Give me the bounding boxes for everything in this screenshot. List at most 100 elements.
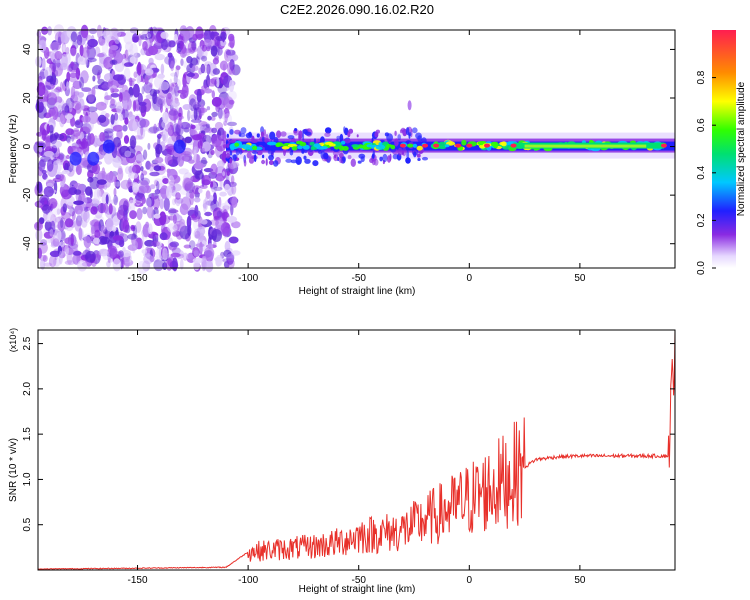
heatmap-cell (85, 250, 96, 263)
heatmap-cell (154, 156, 164, 164)
heatmap-cell (170, 100, 180, 108)
heatmap-cell (313, 143, 321, 148)
heatmap-cell (242, 144, 251, 150)
heatmap-cell (159, 232, 168, 241)
heatmap-cell (42, 255, 48, 262)
heatmap-cell (97, 78, 105, 85)
heatmap-cell (49, 250, 61, 257)
spectrogram-x-ticks: -150 -100 -50 0 50 (128, 30, 586, 284)
heatmap-cell (89, 133, 95, 145)
heatmap-cell (310, 146, 316, 151)
heatmap-cell (226, 216, 238, 223)
heatmap-cell (56, 158, 61, 165)
heatmap-cell (113, 187, 117, 197)
spectrogram-y-tick-label: 20 (22, 92, 33, 104)
heatmap-cell (132, 83, 140, 98)
heatmap-cell (98, 248, 109, 257)
heatmap-cell (47, 26, 52, 36)
heatmap-cell (139, 177, 150, 186)
spectrogram-y-tick-label: -20 (22, 187, 33, 202)
heatmap-cell (80, 209, 90, 221)
heatmap-cell (103, 56, 114, 70)
heatmap-cell (405, 127, 410, 136)
snr-x-tick-label: -50 (351, 575, 366, 586)
heatmap-cell (43, 262, 53, 267)
heatmap-cell (68, 102, 73, 113)
heatmap-cell (163, 197, 170, 212)
heatmap-cell (69, 151, 82, 166)
heatmap-cell (161, 119, 171, 130)
heatmap-cell (183, 244, 192, 249)
heatmap-cell (371, 158, 376, 166)
heatmap-cell (128, 199, 136, 213)
heatmap-cell (64, 105, 70, 113)
heatmap-cell (261, 136, 265, 142)
heatmap-cell (175, 65, 179, 78)
heatmap-cell (102, 250, 110, 260)
snr-plot-area (38, 330, 675, 570)
snr-x-tick-label: -150 (128, 575, 148, 586)
heatmap-cell (298, 133, 302, 142)
heatmap-cell (108, 67, 113, 72)
heatmap-cell (144, 76, 149, 85)
heatmap-cell (70, 233, 74, 246)
heatmap-cell (59, 113, 65, 128)
heatmap-cell (416, 145, 423, 151)
heatmap-cell (205, 260, 214, 273)
heatmap-cell (62, 203, 68, 213)
figure-title: C2E2.2026.090.16.02.R20 (280, 2, 434, 17)
heatmap-cell (141, 249, 148, 254)
heatmap-cell (260, 131, 265, 137)
snr-y-tick-label: 2.5 (22, 336, 33, 350)
heatmap-cell (43, 91, 52, 98)
heatmap-cell (97, 203, 107, 214)
heatmap-cell (112, 235, 124, 241)
heatmap-cell (179, 219, 186, 225)
heatmap-cell (338, 145, 344, 151)
heatmap-cell (144, 73, 153, 85)
heatmap-cell (44, 200, 48, 205)
heatmap-cell (87, 151, 100, 166)
heatmap-cell (405, 157, 411, 164)
heatmap-cell (112, 258, 122, 272)
heatmap-cell (125, 145, 136, 159)
heatmap-cell (185, 191, 190, 198)
heatmap-cell (116, 209, 125, 221)
heatmap-cell (199, 184, 208, 189)
heatmap-cell (207, 78, 218, 87)
heatmap-cell (137, 260, 148, 275)
heatmap-cell (222, 258, 233, 263)
heatmap-cell (407, 143, 414, 148)
heatmap-cell (129, 56, 137, 64)
heatmap-cell (402, 147, 407, 157)
heatmap-cell (143, 149, 148, 160)
snr-x-tick-label: -100 (238, 575, 258, 586)
heatmap-cell (422, 156, 428, 161)
heatmap-cell (162, 134, 166, 142)
heatmap-cell (295, 156, 302, 165)
heatmap-cell (371, 153, 375, 159)
heatmap-cell (262, 147, 265, 151)
heatmap-cell (187, 109, 191, 122)
heatmap-cell (206, 106, 211, 111)
heatmap-cell (193, 250, 199, 257)
heatmap-cell (267, 149, 274, 155)
heatmap-cell (132, 119, 140, 133)
heatmap-peak (433, 143, 440, 148)
heatmap-cell (36, 82, 46, 97)
heatmap-cell (210, 31, 215, 40)
heatmap-cell (285, 158, 293, 163)
heatmap-cell (109, 199, 118, 204)
heatmap-cell (187, 41, 196, 54)
spectrogram-x-tick-label: -100 (238, 273, 258, 284)
heatmap-cell (53, 77, 59, 86)
heatmap-cell (134, 115, 140, 123)
heatmap-cell (70, 100, 82, 111)
heatmap-cell (421, 137, 427, 145)
heatmap-cell (229, 59, 235, 71)
heatmap-cell (211, 229, 223, 242)
heatmap-cell (156, 126, 164, 132)
heatmap-cell (320, 146, 328, 150)
heatmap-cell (89, 219, 101, 227)
heatmap-cell (55, 133, 65, 141)
